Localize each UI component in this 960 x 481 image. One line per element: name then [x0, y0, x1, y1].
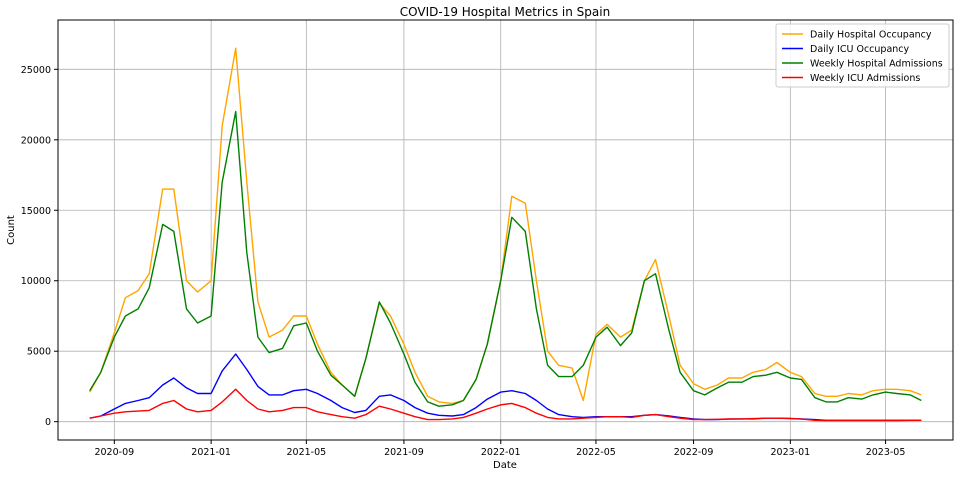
y-tick-label: 15000 — [21, 206, 51, 217]
y-axis-label: Count — [6, 215, 17, 245]
y-tick-label: 25000 — [21, 65, 51, 76]
series-line-weekly-icu-admissions — [89, 388, 922, 422]
y-axis: 0 5000 10000 15000 20000 25000 — [21, 65, 58, 428]
y-tick-label: 5000 — [27, 347, 51, 358]
legend-label: Daily ICU Occupancy — [810, 44, 910, 55]
x-tick-label: 2023-01 — [770, 447, 810, 458]
x-tick-label: 2020-09 — [94, 447, 134, 458]
x-tick-label: 2021-09 — [384, 447, 424, 458]
chart-title: COVID-19 Hospital Metrics in Spain — [400, 5, 610, 19]
series-line-daily-hospital-occupancy — [89, 47, 922, 405]
series-lines — [89, 47, 922, 422]
legend-box — [775, 23, 950, 88]
y-tick-label: 10000 — [21, 276, 51, 287]
y-tick-label: 20000 — [21, 135, 51, 146]
x-axis: 2020-09 2021-01 2021-05 2021-09 2022-01 2022-… — [94, 440, 905, 458]
x-tick-label: 2022-05 — [576, 447, 616, 458]
series-line-daily-icu-occupancy — [89, 353, 922, 421]
y-tick-label: 0 — [45, 417, 51, 428]
x-tick-label: 2023-05 — [866, 447, 906, 458]
x-tick-label: 2022-01 — [481, 447, 521, 458]
series-line-weekly-hospital-admissions — [89, 110, 922, 407]
legend-label: Weekly ICU Admissions — [810, 73, 920, 84]
x-tick-label: 2022-09 — [674, 447, 714, 458]
legend-label: Daily Hospital Occupancy — [810, 30, 932, 41]
x-tick-label: 2021-05 — [286, 447, 326, 458]
legend-label: Weekly Hospital Admissions — [810, 59, 943, 70]
x-tick-label: 2021-01 — [191, 447, 231, 458]
legend: Daily Hospital Occupancy Daily ICU Occupa… — [775, 23, 950, 88]
x-axis-label: Date — [493, 460, 517, 471]
grid — [58, 20, 953, 440]
plot-frame — [57, 19, 954, 441]
